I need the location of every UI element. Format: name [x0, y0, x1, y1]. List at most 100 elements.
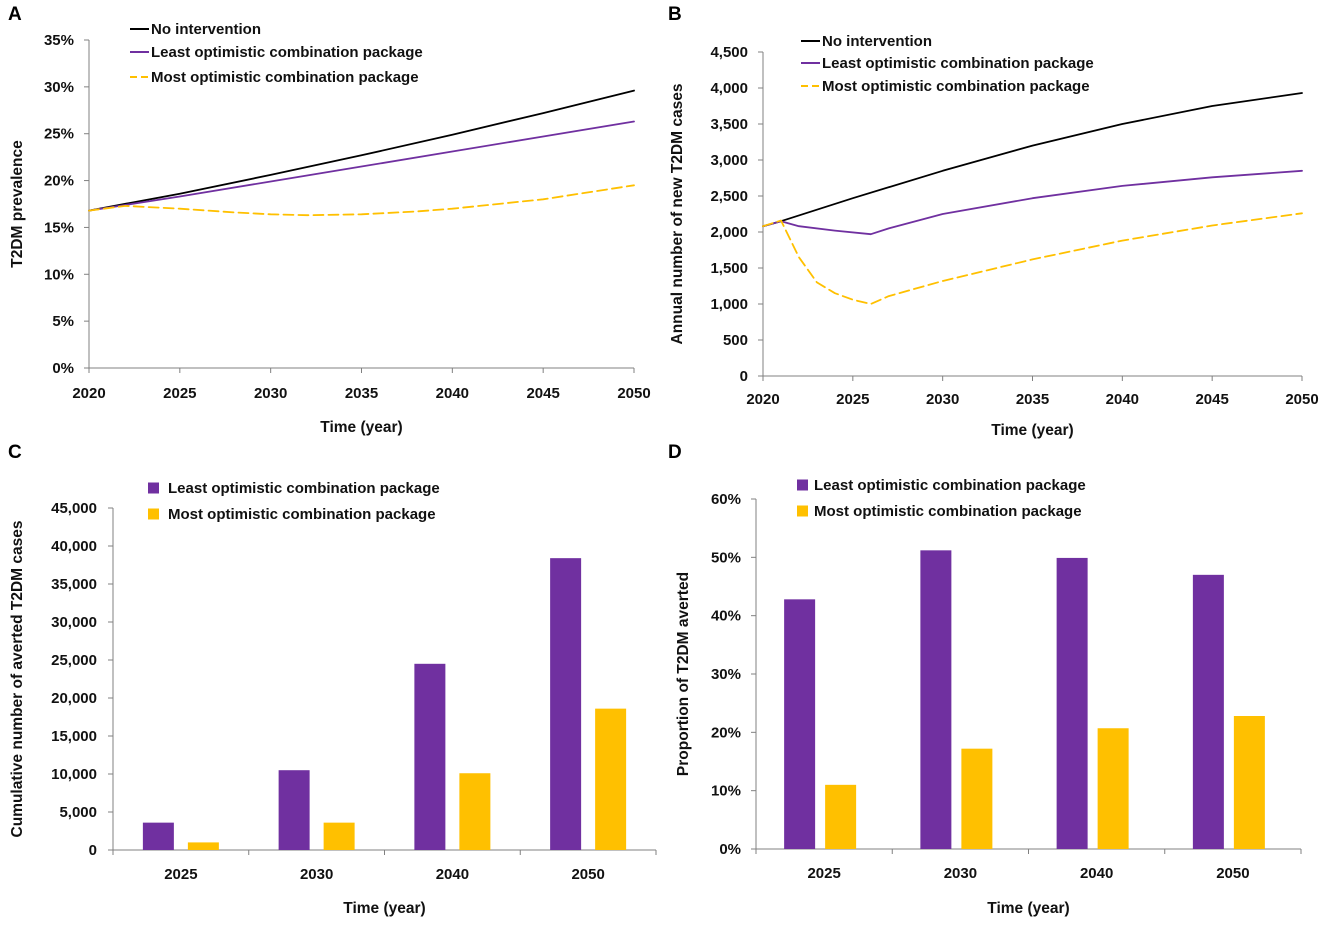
bar-most-optimistic	[187, 842, 219, 850]
x-tick-label: 2025	[164, 866, 197, 883]
panel-b: B 0 500 1,000 1,500 2,000 2,500 3,000 3,500 4,000…	[668, 4, 1319, 439]
x-tick-label: 2050	[617, 385, 650, 402]
x-tick-label: 2045	[526, 385, 559, 402]
bar-most-optimistic	[1233, 716, 1265, 849]
y-tick-label: 15%	[44, 219, 74, 236]
legend-label: Least optimistic combination package	[814, 477, 1086, 494]
panel-d: D 0% 10% 20% 30% 40% 50% 60% Time (year) Proporti…	[668, 442, 1302, 917]
legend-label: Least optimistic combination package	[822, 55, 1094, 72]
y-tick-label: 25%	[44, 126, 74, 143]
x-axis-title: Time (year)	[320, 419, 402, 436]
x-axis-title: Time (year)	[987, 900, 1069, 917]
bar-most-optimistic	[595, 708, 627, 850]
legend-label: No intervention	[151, 21, 261, 38]
x-tick-label: 2025	[807, 865, 840, 882]
series-line-most-optimistic	[88, 184, 635, 217]
x-tick-label: 2040	[436, 866, 469, 883]
y-tick-label: 35%	[44, 32, 74, 49]
bar-least-optimistic	[784, 599, 816, 849]
y-tick-label: 0	[740, 368, 748, 385]
y-axis-title: Cumulative number of averted T2DM cases	[9, 521, 26, 838]
y-tick-label: 3,500	[710, 116, 748, 133]
panel-c: C 0 5,000 10,000 15,000 20,000 25,000 30,000 35,…	[8, 442, 657, 917]
legend: No intervention Least optimistic combinat…	[801, 33, 1094, 95]
y-tick-label: 25,000	[51, 652, 97, 669]
x-axis-title: Time (year)	[343, 900, 425, 917]
panel-letter: B	[668, 4, 682, 25]
y-axis-title: T2DM prevalence	[9, 140, 26, 268]
y-tick-label: 30%	[711, 666, 741, 683]
y-tick-label: 20%	[44, 173, 74, 190]
x-tick-label: 2030	[944, 865, 977, 882]
x-tick-label: 2040	[436, 385, 469, 402]
y-tick-label: 1,500	[710, 260, 748, 277]
y-tick-label: 60%	[711, 491, 741, 508]
bar-most-optimistic	[1097, 728, 1129, 849]
y-tick-label: 10%	[711, 783, 741, 800]
legend-label: Most optimistic combination package	[814, 503, 1082, 520]
bar-least-optimistic	[1056, 557, 1088, 849]
legend: No intervention Least optimistic combinat…	[130, 21, 423, 86]
y-tick-label: 4,500	[710, 44, 748, 61]
y-tick-label: 0%	[719, 841, 741, 858]
y-tick-label: 0%	[52, 360, 74, 377]
y-tick-label: 500	[723, 332, 748, 349]
x-tick-label: 2030	[926, 391, 959, 408]
y-tick-label: 10%	[44, 266, 74, 283]
legend-label: Most optimistic combination package	[168, 506, 436, 523]
legend-swatch	[148, 508, 159, 520]
x-tick-label: 2020	[72, 385, 105, 402]
bar-most-optimistic	[459, 773, 491, 850]
legend-swatch	[797, 479, 808, 491]
panel-a: A 0% 5% 10% 15% 20% 25% 30% 35% Time (year) T2DM p…	[8, 4, 651, 436]
x-axis-title: Time (year)	[991, 422, 1073, 439]
panel-letter: D	[668, 442, 682, 463]
x-tick-label: 2030	[254, 385, 287, 402]
y-tick-label: 20%	[711, 724, 741, 741]
y-tick-label: 30%	[44, 79, 74, 96]
bar-least-optimistic	[920, 550, 952, 849]
series-line-no-intervention	[88, 89, 635, 212]
bar-least-optimistic	[550, 558, 582, 850]
bar-least-optimistic	[142, 822, 174, 850]
bar-most-optimistic	[961, 748, 993, 849]
legend-label: No intervention	[822, 33, 932, 50]
legend-label: Least optimistic combination package	[151, 44, 423, 61]
series-line-least-optimistic	[88, 120, 635, 212]
bar-least-optimistic	[278, 770, 310, 850]
y-tick-label: 40,000	[51, 538, 97, 555]
y-tick-label: 0	[89, 842, 97, 859]
y-tick-label: 5,000	[59, 804, 97, 821]
y-tick-label: 10,000	[51, 766, 97, 783]
bar-least-optimistic	[414, 663, 446, 850]
panel-letter: C	[8, 442, 22, 463]
x-tick-label: 2050	[1285, 391, 1318, 408]
y-tick-label: 2,000	[710, 224, 748, 241]
y-tick-label: 45,000	[51, 500, 97, 517]
x-tick-label: 2035	[345, 385, 378, 402]
x-tick-label: 2025	[163, 385, 196, 402]
legend-label: Most optimistic combination package	[822, 78, 1090, 95]
bar-most-optimistic	[825, 784, 857, 849]
x-tick-label: 2025	[836, 391, 869, 408]
legend-swatch	[148, 482, 159, 494]
y-tick-label: 20,000	[51, 690, 97, 707]
legend-swatch	[797, 505, 808, 517]
x-tick-label: 2050	[571, 866, 604, 883]
panel-letter: A	[8, 4, 22, 25]
y-axis-title: Proportion of T2DM averted	[675, 572, 692, 776]
x-tick-label: 2035	[1016, 391, 1049, 408]
x-tick-label: 2040	[1080, 865, 1113, 882]
y-tick-label: 1,000	[710, 296, 748, 313]
y-tick-label: 4,000	[710, 80, 748, 97]
legend-label: Least optimistic combination package	[168, 480, 440, 497]
x-tick-label: 2020	[746, 391, 779, 408]
bar-least-optimistic	[1192, 574, 1224, 849]
y-tick-label: 15,000	[51, 728, 97, 745]
x-tick-label: 2045	[1195, 391, 1228, 408]
series-line-least-optimistic	[762, 169, 1303, 236]
series-line-most-optimistic	[762, 212, 1303, 305]
legend: Least optimistic combination package Most…	[148, 480, 440, 523]
